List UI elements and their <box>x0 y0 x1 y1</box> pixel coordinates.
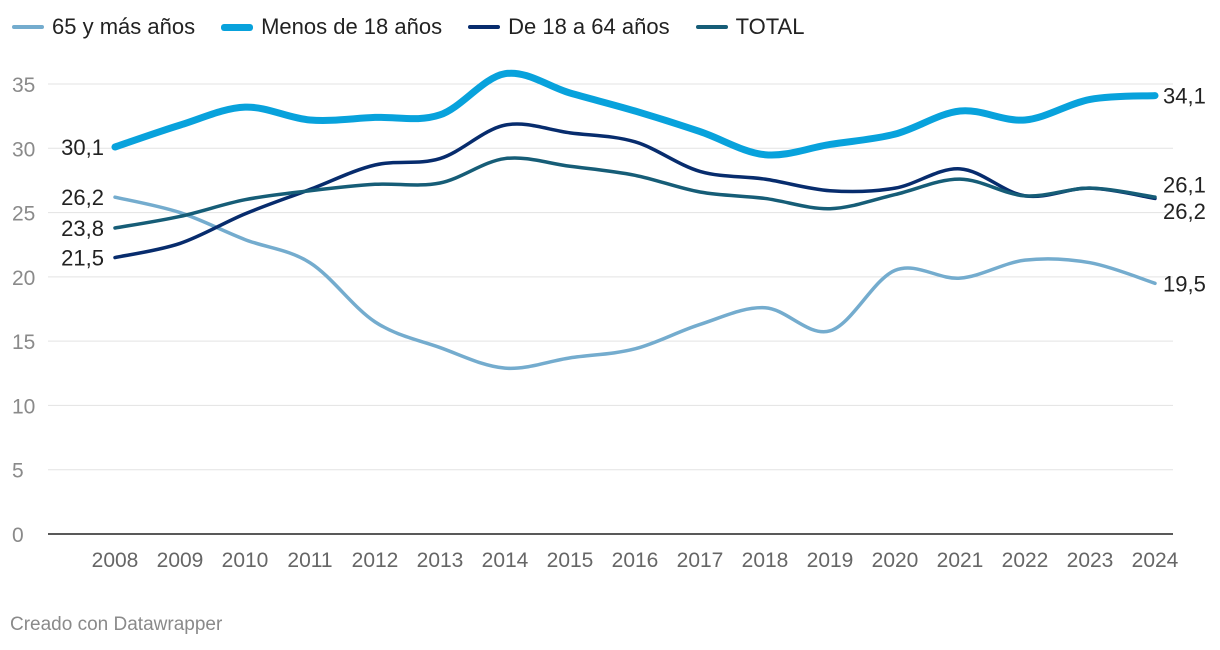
x-tick-label: 2016 <box>612 549 659 572</box>
legend-label: 65 y más años <box>52 14 196 39</box>
x-tick-label: 2020 <box>872 549 919 572</box>
x-tick-label: 2019 <box>807 549 854 572</box>
data-label-last: 26,1 <box>1163 172 1206 197</box>
legend-item-de-18-a-64-anos: De 18 a 64 años <box>468 14 670 40</box>
legend-item-total: TOTAL <box>695 14 805 40</box>
x-tick-label: 2008 <box>92 549 139 572</box>
legend-swatch <box>468 25 501 29</box>
x-tick-label: 2013 <box>417 549 464 572</box>
y-tick-label: 35 <box>12 74 35 97</box>
y-tick-label: 5 <box>12 460 24 483</box>
x-tick-label: 2012 <box>352 549 399 572</box>
legend-item-menos-de-18-anos: Menos de 18 años <box>221 14 442 40</box>
y-tick-label: 10 <box>12 395 35 418</box>
series-line-menos-de-18-anos <box>111 69 1159 159</box>
legend-item-65-y-mas-anos: 65 y más años <box>12 14 195 40</box>
y-tick-label: 15 <box>12 331 35 354</box>
data-label-last: 34,1 <box>1163 84 1206 109</box>
data-label-first: 23,8 <box>61 216 104 241</box>
x-tick-label: 2017 <box>677 549 724 572</box>
legend-swatch <box>12 25 44 29</box>
y-tick-label: 0 <box>12 524 24 547</box>
x-tick-label: 2022 <box>1002 549 1049 572</box>
legend-swatch <box>221 23 254 31</box>
x-tick-label: 2023 <box>1067 549 1114 572</box>
data-label-last: 26,2 <box>1163 199 1206 224</box>
credit-footer: Creado con Datawrapper <box>10 614 223 635</box>
data-label-last: 19,5 <box>1163 271 1206 296</box>
series-line-de-18-a-64-anos <box>113 122 1157 260</box>
x-tick-label: 2009 <box>157 549 204 572</box>
x-tick-label: 2011 <box>287 549 332 572</box>
x-tick-label: 2010 <box>222 549 269 572</box>
x-tick-label: 2015 <box>547 549 594 572</box>
y-tick-label: 30 <box>12 138 35 161</box>
chart-legend: 65 y más años Menos de 18 años De 18 a 64 … <box>12 14 830 40</box>
y-tick-label: 25 <box>12 203 35 226</box>
data-label-first: 21,5 <box>61 246 104 271</box>
legend-label: De 18 a 64 años <box>508 14 670 39</box>
data-label-first: 26,2 <box>61 185 104 210</box>
x-tick-label: 2018 <box>742 549 789 572</box>
data-label-first: 30,1 <box>61 135 104 160</box>
y-tick-label: 20 <box>12 267 35 290</box>
legend-swatch <box>695 25 728 29</box>
x-tick-label: 2021 <box>937 549 984 572</box>
x-tick-label: 2024 <box>1132 549 1179 572</box>
legend-label: TOTAL <box>735 14 805 39</box>
legend-label: Menos de 18 años <box>261 14 443 39</box>
x-tick-label: 2014 <box>482 549 529 572</box>
series-line-65-y-mas-anos <box>113 195 1157 371</box>
series-line-total <box>113 156 1157 230</box>
